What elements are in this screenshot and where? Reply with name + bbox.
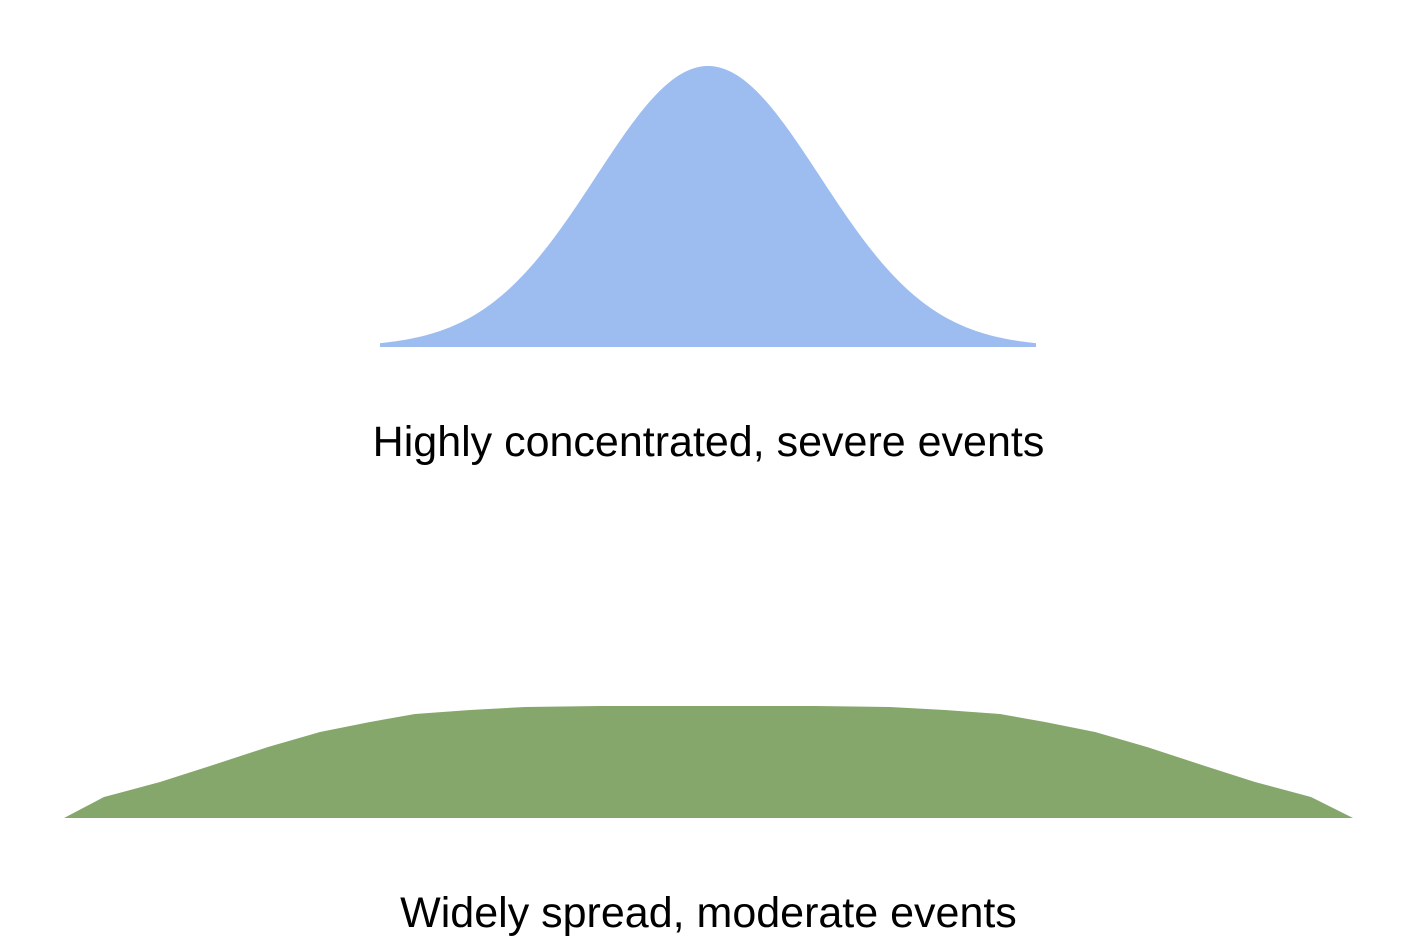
concentrated-distribution-shape [380,66,1036,347]
concentrated-distribution-label: Highly concentrated, severe events [372,418,1045,466]
spread-distribution-label: Widely spread, moderate events [400,889,1017,937]
spread-distribution-shape [64,706,1353,818]
